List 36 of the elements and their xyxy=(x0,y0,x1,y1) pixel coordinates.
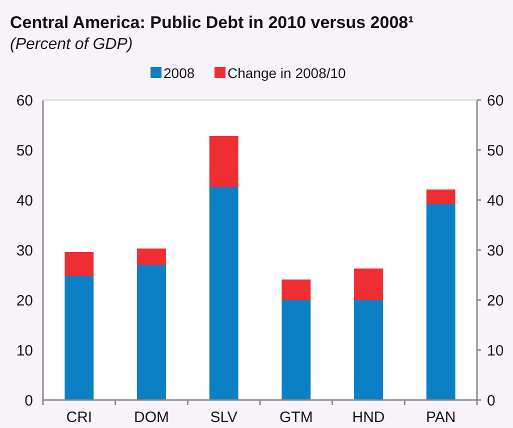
bar xyxy=(64,252,94,276)
y2-tick-label: 50 xyxy=(16,142,33,160)
bar xyxy=(209,187,238,400)
y2-tick-label: 30 xyxy=(16,242,33,260)
y2-tick-label: 60 xyxy=(16,92,33,110)
chart-subtitle: (Percent of GDP) xyxy=(10,36,133,53)
y2-tick-label: 20 xyxy=(16,292,33,310)
x-tick-label: HND xyxy=(352,409,385,426)
y2-tick-label: 0 xyxy=(24,392,33,410)
bar xyxy=(354,300,383,400)
bar xyxy=(64,276,94,400)
y-tick-label: 20 xyxy=(487,292,504,310)
x-tick-label: CRI xyxy=(66,409,92,426)
legend-label: 2008 xyxy=(164,65,195,81)
bar xyxy=(209,136,238,187)
y-tick-label: 40 xyxy=(487,192,504,210)
y-tick-label: 50 xyxy=(487,142,504,160)
x-tick-label: DOM xyxy=(134,409,169,426)
y2-tick-label: 40 xyxy=(16,192,33,210)
chart-title: Central America: Public Debt in 2010 versus 2008¹ xyxy=(10,13,414,32)
bar xyxy=(426,204,456,400)
y-tick-label: 60 xyxy=(487,92,504,110)
y-tick-label: 30 xyxy=(487,242,504,260)
x-tick-label: SLV xyxy=(210,409,238,426)
x-tick-label: PAN xyxy=(426,409,456,426)
x-tick-label: GTM xyxy=(280,409,313,426)
legend-label: Change in 2008/10 xyxy=(228,65,346,81)
y-tick-label: 10 xyxy=(487,342,504,360)
bar xyxy=(354,268,383,300)
y2-tick-label: 10 xyxy=(16,342,33,360)
y-tick-label: 0 xyxy=(487,392,496,410)
bar xyxy=(137,248,166,265)
bar xyxy=(282,300,311,400)
bar xyxy=(426,190,456,204)
bar xyxy=(137,265,166,400)
bar xyxy=(282,280,311,300)
